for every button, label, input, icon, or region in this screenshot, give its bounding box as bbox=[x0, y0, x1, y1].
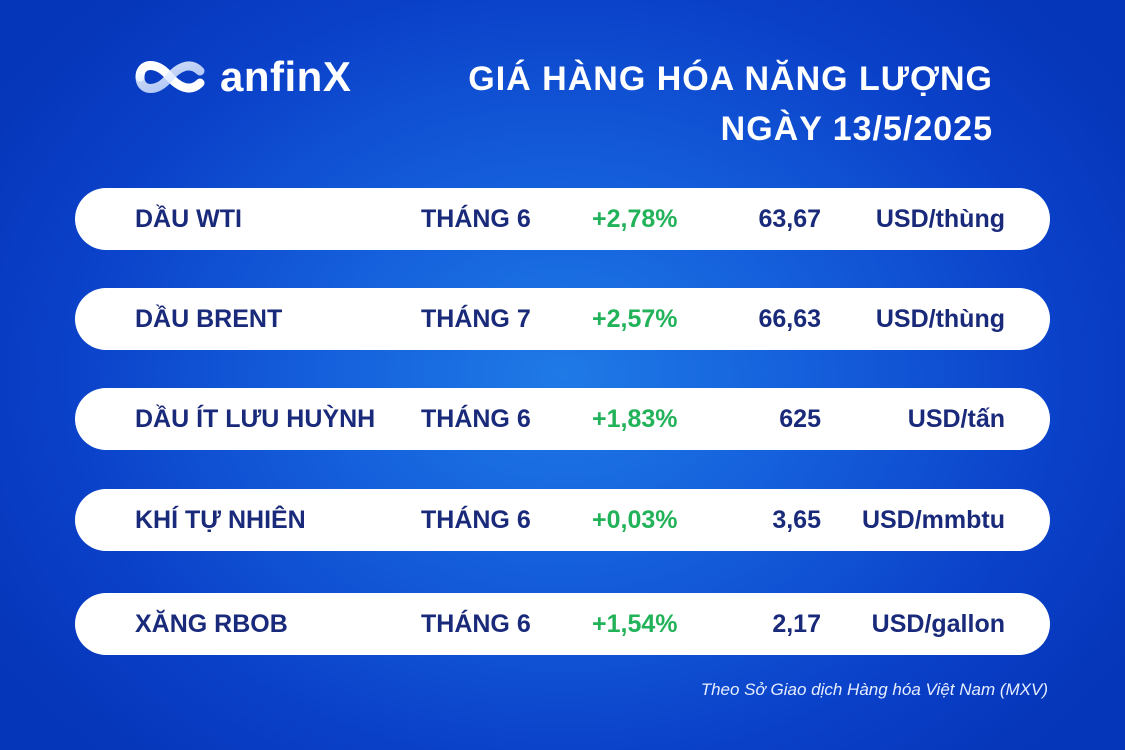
title-line-2: NGÀY 13/5/2025 bbox=[720, 110, 993, 148]
price-unit: USD/tấn bbox=[907, 405, 1005, 433]
price-unit: USD/thùng bbox=[875, 205, 1005, 233]
price-row: DẦU WTI THÁNG 6 +2,78% 63,67 USD/thùng bbox=[75, 188, 1050, 250]
title-line-1: GIÁ HÀNG HÓA NĂNG LƯỢNG bbox=[468, 60, 993, 98]
price-value: 66,63 bbox=[758, 305, 821, 333]
price-row: DẦU ÍT LƯU HUỲNH THÁNG 6 +1,83% 625 USD/… bbox=[75, 388, 1050, 450]
price-change: +2,57% bbox=[592, 305, 678, 333]
infinity-swoosh-icon bbox=[135, 61, 205, 93]
commodity-name: DẦU BRENT bbox=[135, 305, 283, 333]
contract-month: THÁNG 6 bbox=[421, 405, 531, 433]
price-row: DẦU BRENT THÁNG 7 +2,57% 66,63 USD/thùng bbox=[75, 288, 1050, 350]
contract-month: THÁNG 7 bbox=[421, 305, 531, 333]
contract-month: THÁNG 6 bbox=[421, 506, 531, 534]
commodity-name: DẦU ÍT LƯU HUỲNH bbox=[135, 405, 376, 433]
commodity-name: KHÍ TỰ NHIÊN bbox=[135, 506, 306, 534]
price-change: +0,03% bbox=[592, 506, 678, 534]
price-value: 625 bbox=[779, 405, 821, 433]
price-row: KHÍ TỰ NHIÊN THÁNG 6 +0,03% 3,65 USD/mmb… bbox=[75, 489, 1050, 551]
price-change: +2,78% bbox=[592, 205, 678, 233]
commodity-name: XĂNG RBOB bbox=[135, 610, 288, 638]
price-change: +1,83% bbox=[592, 405, 678, 433]
price-value: 63,67 bbox=[758, 205, 821, 233]
source-note: Theo Sở Giao dịch Hàng hóa Việt Nam (MXV… bbox=[700, 680, 1048, 699]
brand-logo: anfinX bbox=[134, 52, 351, 102]
price-unit: USD/gallon bbox=[871, 610, 1005, 638]
price-unit: USD/thùng bbox=[875, 305, 1005, 333]
brand-name: anfinX bbox=[220, 53, 352, 100]
commodity-name: DẦU WTI bbox=[135, 205, 242, 233]
page-title: GIÁ HÀNG HÓA NĂNG LƯỢNG NGÀY 13/5/2025 bbox=[468, 54, 993, 154]
price-change: +1,54% bbox=[592, 610, 678, 638]
price-row: XĂNG RBOB THÁNG 6 +1,54% 2,17 USD/gallon bbox=[75, 593, 1050, 655]
price-value: 3,65 bbox=[772, 506, 821, 534]
contract-month: THÁNG 6 bbox=[421, 610, 531, 638]
price-unit: USD/mmbtu bbox=[861, 506, 1005, 534]
price-value: 2,17 bbox=[772, 610, 821, 638]
contract-month: THÁNG 6 bbox=[421, 205, 531, 233]
